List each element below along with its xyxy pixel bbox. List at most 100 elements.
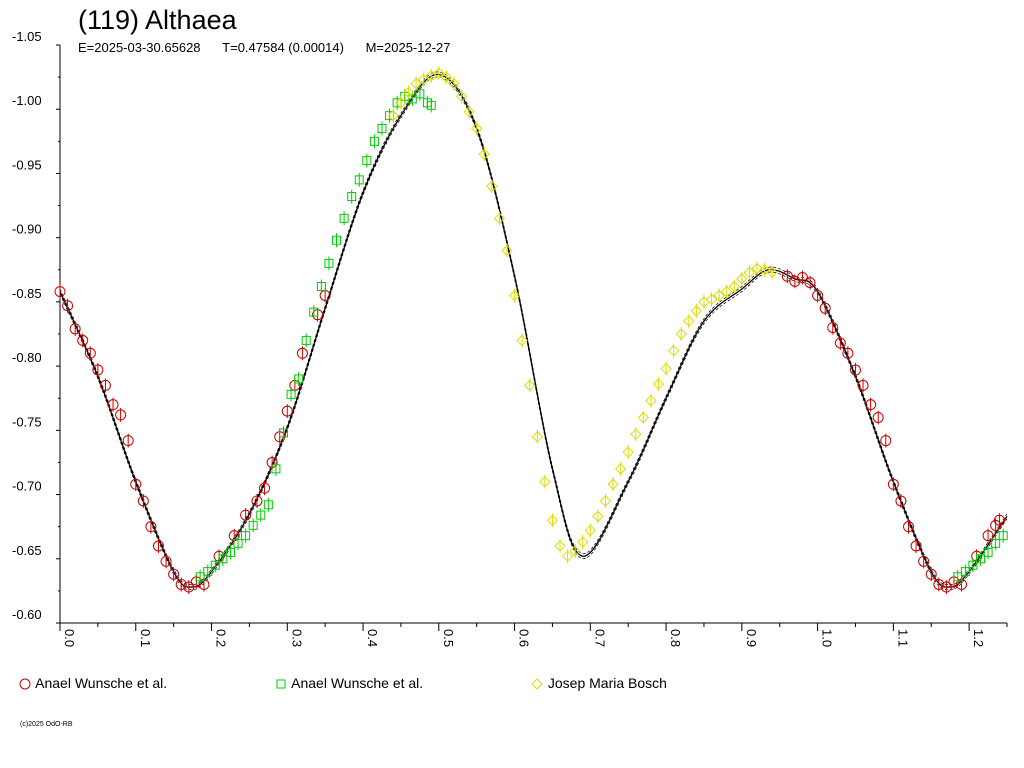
data-point-circle [130,478,142,490]
data-point-circle [982,530,994,542]
data-point-diamond [705,293,718,306]
data-point-square [377,123,387,133]
data-point-diamond [766,266,778,279]
data-point-circle [819,302,831,314]
data-point-diamond [690,305,703,317]
data-point-circle [54,286,66,298]
data-point-square [362,156,372,166]
data-point-square [233,538,243,548]
data-point-square [983,547,993,557]
data-point-diamond [720,285,733,298]
legend-item-0: Anael Wunsche et al. [18,674,167,692]
y-tick-label: -0.65 [12,543,42,558]
data-point-diamond [675,328,687,340]
data-point-circle [910,540,922,552]
data-point-square [324,258,334,268]
data-point-circle [84,347,96,359]
y-tick-label: -0.80 [12,350,42,365]
data-point-diamond [645,395,657,407]
data-point-diamond [508,289,521,302]
y-tick-label: -0.85 [12,286,42,301]
data-point-circle [168,568,180,580]
data-point-circle [183,581,195,593]
legend: Anael Wunsche et al. Anael Wunsche et al… [0,674,1024,694]
data-point-square [369,136,379,146]
legend-label-1: Anael Wunsche et al. [291,675,424,691]
data-point-circle [827,322,839,334]
data-point-diamond [554,540,566,552]
data-point-circle [99,379,111,391]
data-point-square [203,567,213,577]
data-point-circle [259,482,271,494]
data-point-circle [849,364,861,376]
data-point-diamond [614,463,627,475]
data-point-square [968,560,978,570]
y-tick-label: -0.90 [12,222,42,237]
data-point-circle [69,323,81,335]
data-point-diamond [637,411,650,424]
data-point-diamond [539,476,551,488]
data-point-diamond [667,344,680,357]
fit-curve [59,73,1008,588]
data-point-circle [115,409,127,421]
x-tick-label: 0.4 [365,629,380,647]
data-point-square [286,389,296,399]
measured-label: M=2025-12-27 [365,40,451,55]
chart-title: (119) Althaea [78,5,237,35]
data-point-diamond [743,266,756,279]
y-tick-label: -0.70 [12,479,42,494]
data-point-square [301,335,311,345]
diamond-marker-icon [531,678,543,691]
data-point-diamond [433,67,445,79]
lightcurve-chart: -1.05 -1.00 -0.95 -0.90 -0.85 -0.80 -0.75 -0.70… [12,29,1008,647]
data-point-square [953,572,963,582]
data-point-square [225,547,235,557]
data-point-circle [92,364,104,376]
chart-subtitle: E=2025-03-30.65628 T=0.47584 (0.00014) M… [78,40,469,56]
data-point-circle [152,540,164,552]
data-point-circle [812,289,824,301]
data-point-diamond [584,524,597,537]
x-tick-label: 0.2 [214,629,229,647]
data-point-diamond [387,109,400,122]
data-point-circle [993,514,1005,526]
square-marker-icon [276,679,286,689]
data-point-square [339,213,349,223]
data-point-diamond [486,180,498,192]
data-point-square [332,235,342,245]
data-point-diamond [470,122,483,135]
data-point-square [263,500,273,510]
data-point-diamond [417,73,430,86]
data-point-circle [62,300,74,312]
circle-marker-icon [19,678,31,690]
data-point-diamond [569,545,581,557]
data-point-square [210,560,220,570]
data-point-circle [895,495,907,507]
data-point-circle [107,399,119,411]
x-tick-label: 0.0 [62,629,77,647]
period-label: T=0.47584 (0.00014) [222,40,344,55]
data-point-diamond [455,90,468,103]
y-tick-label: -0.75 [12,414,42,429]
copyright-text: (c)2025 OdO-RB [20,721,73,728]
data-point-circle [175,578,187,590]
data-point-diamond [758,264,771,276]
data-point-diamond [448,77,460,90]
data-point-diamond [395,97,407,109]
data-point-square [975,554,985,564]
data-point-diamond [501,244,513,257]
x-tick-label: 0.9 [744,629,759,647]
data-point-circle [281,405,293,417]
y-tick-label: -0.60 [12,607,42,622]
data-point-circle [834,337,846,349]
data-point-square [960,567,970,577]
data-point-circle [240,509,252,521]
data-point-diamond [607,478,619,490]
data-point-square [309,307,319,317]
data-point-diamond [531,431,543,443]
fit-curve-upper [59,71,1008,585]
data-point-circle [160,555,172,567]
data-point-square [415,89,425,99]
x-tick-label: 0.3 [289,629,304,647]
data-point-square [991,538,1001,548]
